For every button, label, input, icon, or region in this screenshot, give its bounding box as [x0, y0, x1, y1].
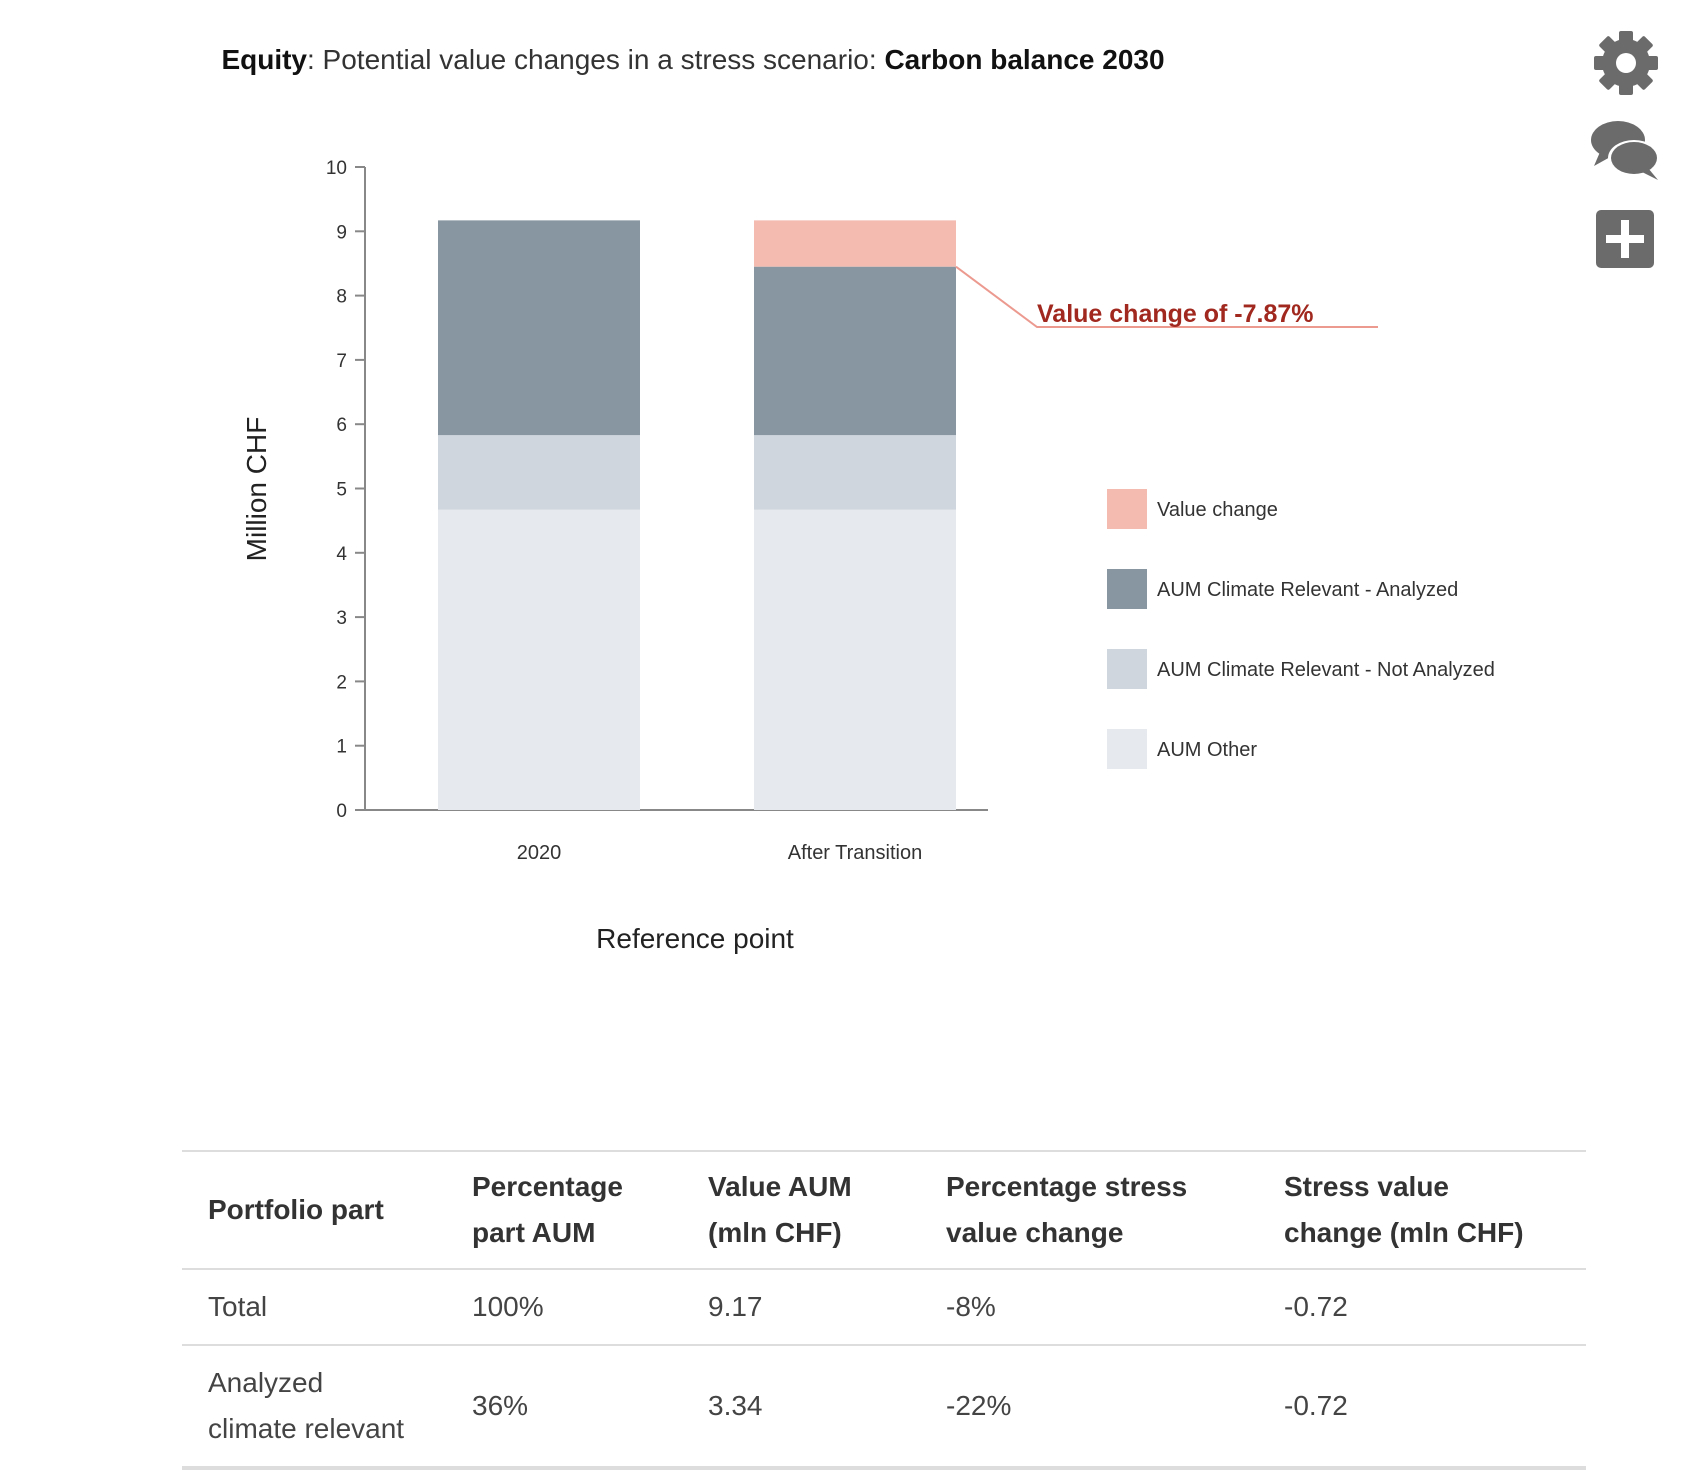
cell-value-aum: 9.17 [682, 1269, 920, 1346]
table-row: Total 100% 9.17 -8% -0.72 [182, 1269, 1586, 1346]
y-tick-label: 2 [336, 672, 347, 693]
header-value-aum: Value AUM (mln CHF) [682, 1150, 920, 1270]
cell-percentage-stress-value-change: -8% [920, 1269, 1258, 1346]
header-percentage-stress-value-change: Percentage stress value change [920, 1150, 1258, 1270]
legend-swatch [1107, 569, 1147, 609]
plus-icon[interactable] [1588, 204, 1664, 274]
x-axis-title: Reference point [596, 923, 794, 954]
bar-segment-value-change [754, 220, 956, 267]
bar-segment-aum-climate-relevant-analyzed [438, 220, 640, 436]
y-tick-label: 9 [336, 222, 347, 243]
y-tick-label: 1 [336, 737, 347, 758]
table-header-row: Portfolio part Percentage part AUM Value … [182, 1150, 1586, 1270]
bar-segment-aum-climate-relevant-analyzed [754, 266, 956, 436]
y-axis-title: Million CHF [241, 417, 272, 562]
chart-title-asset: Equity [221, 44, 307, 75]
x-tick-label: 2020 [517, 842, 562, 864]
bar-segment-aum-other [754, 509, 956, 810]
bar-segment-aum-climate-relevant-not-analyzed [438, 435, 640, 510]
results-table: Portfolio part Percentage part AUM Value … [182, 1150, 1586, 1470]
bar-segment-aum-other [438, 509, 640, 810]
header-percentage-part-aum: Percentage part AUM [446, 1150, 682, 1270]
cell-portfolio-part: Total [182, 1269, 446, 1346]
side-toolbar [1588, 28, 1668, 292]
cell-value-aum: 3.34 [682, 1345, 920, 1470]
y-tick-label: 4 [336, 544, 347, 565]
cell-stress-value-change: -0.72 [1258, 1345, 1586, 1470]
y-tick-label: 5 [336, 480, 347, 501]
y-tick-label: 7 [336, 351, 347, 372]
x-tick-label: After Transition [788, 842, 923, 864]
header-stress-value-change: Stress value change (mln CHF) [1258, 1150, 1586, 1270]
legend-label: AUM Climate Relevant - Analyzed [1157, 579, 1458, 601]
legend-swatch [1107, 489, 1147, 529]
legend-swatch [1107, 649, 1147, 689]
legend-label: Value change [1157, 499, 1278, 521]
y-tick-label: 6 [336, 415, 347, 436]
cell-percentage-part-aum: 100% [446, 1269, 682, 1346]
gear-icon[interactable] [1588, 28, 1664, 98]
annotation-leader-line [955, 265, 1378, 328]
annotation-label: Value change of -7.87% [1037, 300, 1314, 328]
stacked-bar-chart: 0 1 2 3 4 5 6 7 8 9 10 Million CHF 2020 After Transit… [241, 158, 1495, 954]
legend-swatch [1107, 729, 1147, 769]
legend-label: AUM Climate Relevant - Not Analyzed [1157, 659, 1495, 681]
bar-segment-aum-climate-relevant-not-analyzed [754, 435, 956, 510]
y-tick-label: 0 [336, 801, 347, 822]
chart-title-text: : Potential value changes in a stress sc… [307, 44, 885, 75]
table-row: Analyzed climate relevant 36% 3.34 -22% -… [182, 1345, 1586, 1470]
chart-title: Equity: Potential value changes in a str… [0, 44, 1386, 76]
y-tick-label: 8 [336, 287, 347, 308]
legend-label: AUM Other [1157, 739, 1257, 761]
cell-portfolio-part: Analyzed climate relevant [182, 1345, 446, 1470]
y-tick-label: 10 [326, 158, 347, 179]
cell-stress-value-change: -0.72 [1258, 1269, 1586, 1346]
y-tick-label: 3 [336, 608, 347, 629]
comments-icon[interactable] [1588, 116, 1664, 186]
chart-title-scenario: Carbon balance 2030 [884, 44, 1165, 75]
cell-percentage-part-aum: 36% [446, 1345, 682, 1470]
cell-percentage-stress-value-change: -22% [920, 1345, 1258, 1470]
header-portfolio-part: Portfolio part [182, 1150, 446, 1270]
